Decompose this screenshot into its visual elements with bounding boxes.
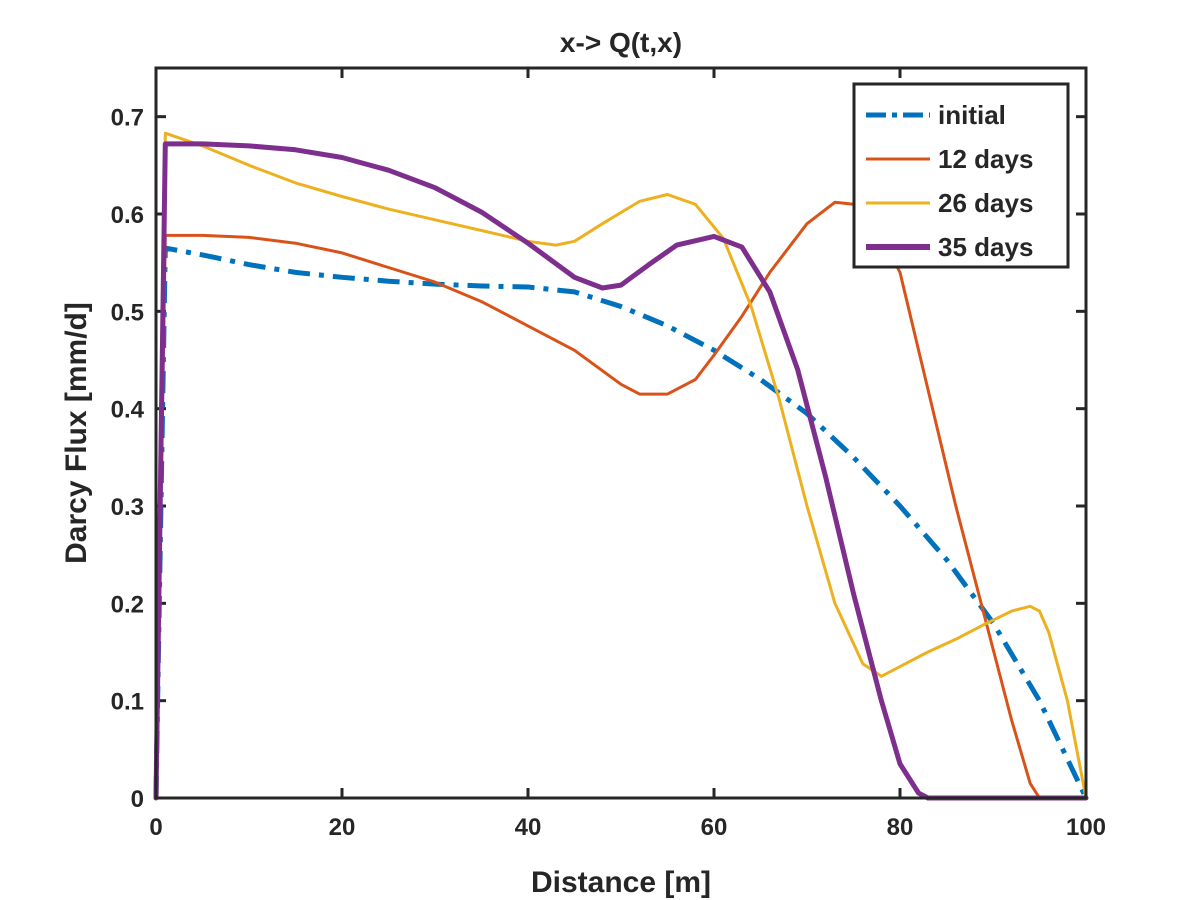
y-tick-label: 0.6 [111, 202, 144, 229]
legend-label: 35 days [938, 232, 1033, 262]
y-axis-label: Darcy Flux [mm/d] [60, 302, 93, 564]
y-tick-label: 0.7 [111, 105, 144, 132]
x-tick-label: 60 [701, 814, 728, 841]
y-tick-label: 0.5 [111, 299, 144, 326]
series-lines [153, 131, 1089, 801]
y-tick-label: 0.1 [111, 689, 144, 716]
chart-title: x-> Q(t,x) [560, 27, 682, 58]
x-axis-label: Distance [m] [531, 866, 711, 899]
y-tick-label: 0.2 [111, 591, 144, 618]
legend-label: 12 days [938, 144, 1033, 174]
axis-ticks: 0 20 40 60 80 100 0 0.1 0.2 0.3 0.4 0.5 0.6 0.7 [111, 68, 1106, 841]
x-tick-label: 20 [329, 814, 356, 841]
series-line-3 [153, 141, 1089, 801]
series-line-1 [154, 200, 1088, 800]
legend-label: 26 days [938, 188, 1033, 218]
x-tick-label: 40 [515, 814, 542, 841]
y-tick-label: 0 [131, 786, 144, 813]
legend-box [852, 82, 1070, 269]
x-tick-label: 0 [149, 814, 162, 841]
y-tick-label: 0.4 [111, 397, 145, 424]
axes-box [154, 66, 1088, 800]
legend: initial 12 days 26 days 35 days [852, 82, 1070, 269]
x-tick-label: 80 [887, 814, 914, 841]
y-tick-label: 0.3 [111, 494, 144, 521]
x-tick-label: 100 [1066, 814, 1106, 841]
legend-label: initial [938, 100, 1006, 130]
